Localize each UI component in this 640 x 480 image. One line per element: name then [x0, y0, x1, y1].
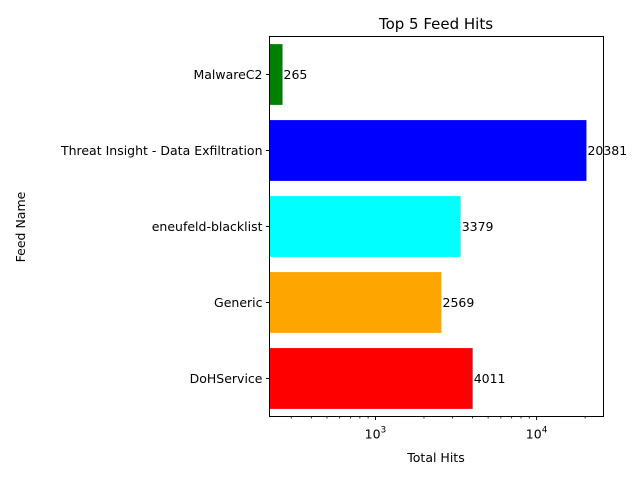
- bar: [269, 120, 587, 181]
- bar: [269, 272, 442, 333]
- chart-title: Top 5 Feed Hits: [378, 15, 493, 33]
- bars-layer: 4011 2569 3379 20381 265: [269, 44, 627, 409]
- data-label: 265: [284, 67, 308, 82]
- x-ticks-layer: 103 104: [365, 416, 548, 442]
- plot-frame: [269, 36, 604, 417]
- x-axis-label: Total Hits: [406, 450, 464, 465]
- y-tick-label: Threat Insight - Data Exfiltration: [60, 143, 263, 158]
- y-axis-label: Feed Name: [13, 191, 28, 262]
- y-tick-label: Generic: [214, 295, 263, 310]
- data-label: 3379: [462, 219, 494, 234]
- data-label: 2569: [443, 295, 475, 310]
- y-tick-label: DoHService: [190, 371, 263, 386]
- bar: [269, 348, 473, 409]
- y-tick-label: eneufeld-blacklist: [152, 219, 263, 234]
- data-label: 20381: [587, 143, 627, 158]
- bar: [269, 44, 283, 105]
- y-tick-label: MalwareC2: [193, 67, 262, 82]
- bar: [269, 196, 461, 257]
- x-tick-label: 103: [365, 426, 387, 442]
- y-ticks-layer: DoHService Generic eneufeld-blacklist Threa…: [60, 67, 270, 386]
- x-tick-label: 104: [526, 426, 548, 442]
- data-label: 4011: [474, 371, 506, 386]
